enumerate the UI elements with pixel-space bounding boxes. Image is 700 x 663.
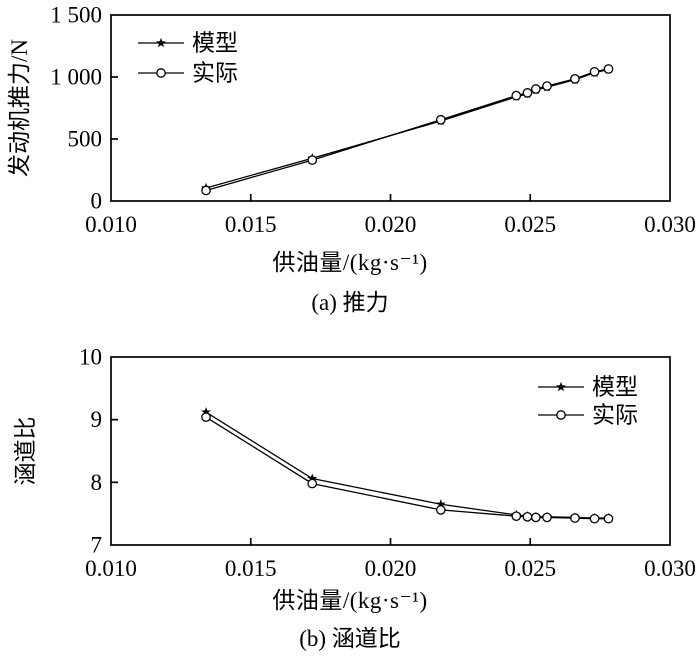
x-tick-label: 0.020 bbox=[365, 212, 417, 237]
legend-item-model: 模型 bbox=[538, 375, 638, 400]
circle-marker-icon bbox=[307, 155, 318, 165]
circle-marker-icon bbox=[603, 64, 614, 74]
circle-marker-icon bbox=[556, 410, 566, 420]
legend-label-model: 模型 bbox=[192, 31, 238, 56]
x-tick-label: 0.030 bbox=[644, 556, 696, 581]
circle-marker-icon bbox=[307, 478, 318, 489]
circle-marker-icon bbox=[530, 84, 541, 94]
y-tick-label: 1 000 bbox=[50, 65, 102, 90]
plot-area bbox=[110, 356, 671, 546]
legend-label-actual: 实际 bbox=[592, 403, 638, 428]
x-axis-label-fuel-flow-a: 供油量/(kg·s⁻¹) bbox=[272, 250, 428, 275]
legend-label-actual: 实际 bbox=[192, 61, 238, 86]
circle-marker-icon bbox=[542, 512, 552, 523]
series-model bbox=[201, 406, 614, 523]
x-tick-label: 0.025 bbox=[504, 212, 556, 237]
y-tick-label: 8 bbox=[91, 470, 103, 495]
circle-marker-icon bbox=[589, 513, 600, 524]
model-line bbox=[205, 411, 609, 519]
x-tick-label: 0.010 bbox=[85, 212, 137, 237]
circle-marker-icon bbox=[522, 511, 533, 522]
y-axis-label-thrust: 发动机推力/N bbox=[7, 39, 32, 177]
figure-a-thrust: 0.010 0.015 0.020 0.025 0.030 0 500 1 000 1 500 模… bbox=[0, 0, 700, 330]
star-marker-icon bbox=[556, 381, 566, 392]
circle-marker-icon bbox=[570, 74, 580, 84]
y-tick-label: 500 bbox=[68, 127, 103, 152]
circle-marker-icon bbox=[570, 513, 580, 523]
y-tick-label: 1 500 bbox=[50, 3, 102, 28]
series-model bbox=[201, 64, 614, 193]
star-marker-icon bbox=[156, 37, 166, 48]
legend-item-actual: 实际 bbox=[138, 61, 238, 86]
legend-item-model: 模型 bbox=[138, 31, 238, 56]
circle-marker-icon bbox=[589, 66, 600, 77]
legend-label-model: 模型 bbox=[592, 375, 638, 400]
star-marker-icon bbox=[435, 499, 446, 509]
series-actual bbox=[201, 64, 614, 196]
circle-marker-icon bbox=[542, 81, 552, 91]
y-axis-label-bypass-ratio: 涵道比 bbox=[13, 416, 38, 486]
y-tick-label: 10 bbox=[79, 345, 102, 370]
legend-item-actual: 实际 bbox=[538, 403, 638, 428]
circle-marker-icon bbox=[156, 68, 166, 78]
x-tick-label: 0.025 bbox=[504, 556, 556, 581]
circle-marker-icon bbox=[522, 88, 533, 98]
y-tick-label: 0 bbox=[91, 189, 103, 214]
thrust-chart: 0.010 0.015 0.020 0.025 0.030 0 500 1 000 1 500 模… bbox=[50, 3, 696, 238]
series-actual bbox=[201, 412, 614, 524]
star-marker-icon bbox=[307, 473, 318, 483]
circle-marker-icon bbox=[201, 185, 211, 196]
circle-marker-icon bbox=[530, 512, 541, 523]
figure-b-bypass-ratio: 0.010 0.015 0.020 0.025 0.030 7 8 9 10 模型实际 涵道比 供… bbox=[0, 330, 700, 663]
x-tick-label: 0.010 bbox=[85, 556, 137, 581]
star-marker-icon bbox=[201, 406, 211, 417]
subfigure-caption-b: (b) 涵道比 bbox=[299, 626, 401, 651]
x-tick-label: 0.020 bbox=[365, 556, 417, 581]
x-tick-label: 0.015 bbox=[225, 556, 277, 581]
actual-line bbox=[205, 416, 609, 520]
circle-marker-icon bbox=[603, 513, 614, 524]
circle-marker-icon bbox=[511, 511, 522, 522]
circle-marker-icon bbox=[201, 412, 211, 423]
x-tick-label: 0.015 bbox=[225, 212, 277, 237]
x-tick-label: 0.030 bbox=[644, 212, 696, 237]
circle-marker-icon bbox=[511, 90, 522, 101]
x-axis-label-fuel-flow-b: 供油量/(kg·s⁻¹) bbox=[272, 588, 428, 613]
circle-marker-icon bbox=[435, 114, 446, 125]
subfigure-caption-a: (a) 推力 bbox=[311, 290, 389, 315]
y-tick-label: 9 bbox=[91, 407, 103, 432]
y-tick-label: 7 bbox=[91, 533, 103, 558]
circle-marker-icon bbox=[435, 505, 446, 515]
